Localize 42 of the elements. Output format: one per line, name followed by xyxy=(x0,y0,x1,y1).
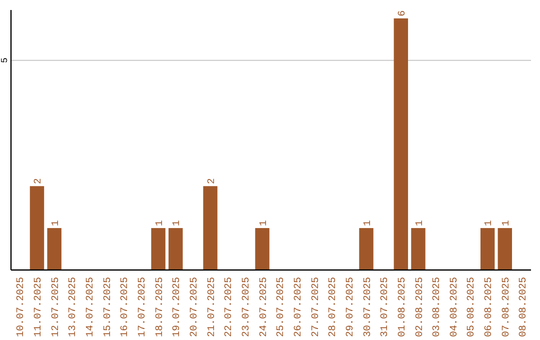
x-tick-label: 06.08.2025 xyxy=(484,277,496,338)
data-label: 2 xyxy=(33,178,44,184)
x-tick-label: 02.08.2025 xyxy=(414,277,426,338)
data-label: 6 xyxy=(397,10,408,16)
x-tick-label: 10.07.2025 xyxy=(16,277,28,338)
x-tick-label: 19.07.2025 xyxy=(172,277,184,338)
data-label: 1 xyxy=(172,220,184,226)
x-tick-label: 05.08.2025 xyxy=(466,277,478,338)
x-tick-label: 24.07.2025 xyxy=(258,277,270,338)
x-tick-label: 25.07.2025 xyxy=(276,277,288,338)
x-tick-label: 29.07.2025 xyxy=(345,277,356,338)
data-label: 1 xyxy=(258,220,270,226)
data-label: 1 xyxy=(501,220,512,226)
x-tick-label: 04.08.2025 xyxy=(449,277,460,338)
x-tick-label: 11.07.2025 xyxy=(33,277,44,338)
x-tick-label: 08.08.2025 xyxy=(518,277,530,338)
x-tick-label: 21.07.2025 xyxy=(206,277,218,338)
x-tick-label: 18.07.2025 xyxy=(154,277,166,338)
x-tick-label: 28.07.2025 xyxy=(328,277,340,338)
x-tick-label: 22.07.2025 xyxy=(224,277,236,338)
x-tick-label: 07.08.2025 xyxy=(501,277,512,338)
x-tick-label: 03.08.2025 xyxy=(432,277,444,338)
x-tick-label: 23.07.2025 xyxy=(241,277,252,338)
x-tick-label: 13.07.2025 xyxy=(68,277,80,338)
data-label: 1 xyxy=(50,220,62,226)
x-tick-label: 17.07.2025 xyxy=(137,277,148,338)
data-label: 2 xyxy=(206,178,218,184)
data-label: 1 xyxy=(414,220,426,226)
x-tick-label: 16.07.2025 xyxy=(120,277,132,338)
data-label: 1 xyxy=(484,220,496,226)
x-tick-label: 01.08.2025 xyxy=(397,277,408,338)
x-tick-label: 20.07.2025 xyxy=(189,277,200,338)
data-label: 1 xyxy=(154,220,166,226)
x-tick-label: 30.07.2025 xyxy=(362,277,374,338)
y-tick-label: 5 xyxy=(0,58,10,64)
x-tick-label: 26.07.2025 xyxy=(293,277,304,338)
x-tick-label: 15.07.2025 xyxy=(102,277,114,338)
data-label: 1 xyxy=(362,220,374,226)
x-tick-label: 12.07.2025 xyxy=(50,277,62,338)
x-tick-label: 27.07.2025 xyxy=(310,277,322,338)
x-tick-label: 14.07.2025 xyxy=(85,277,96,338)
x-tick-label: 31.07.2025 xyxy=(380,277,392,338)
